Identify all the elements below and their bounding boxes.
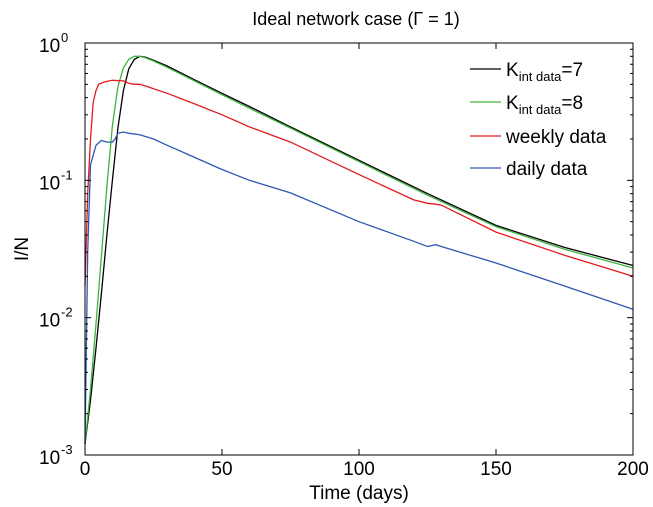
y-tick-base: 10	[39, 36, 60, 57]
x-tick-label: 200	[617, 459, 649, 480]
legend-item-2: Kint data=8	[470, 93, 583, 117]
legend-name: K	[506, 60, 519, 81]
legend-name: weekly data	[505, 127, 607, 148]
y-tick-label: 10 -3	[39, 442, 73, 469]
legend-name: daily data	[506, 159, 588, 180]
series-layer	[84, 55, 634, 445]
y-tick-exponent: -1	[61, 167, 73, 182]
x-tick-label: 50	[211, 459, 232, 480]
legend-name: K	[506, 93, 519, 114]
legend-item-3: weekly data	[470, 127, 607, 148]
legend-label: weekly data	[505, 127, 607, 148]
legend-item-1: Kint data=7	[470, 60, 583, 84]
y-tick-base: 10	[39, 448, 60, 469]
series-line-1	[84, 55, 634, 445]
legend-suffix: =8	[561, 93, 583, 114]
legend-item-4: daily data	[470, 159, 588, 180]
x-tick-label: 150	[480, 459, 512, 480]
x-axis-label: Time (days)	[309, 483, 409, 504]
plot-frame	[84, 42, 634, 456]
series-line-2	[84, 55, 634, 445]
y-axis-label: I/N	[12, 237, 33, 261]
legend-subscript: int data	[519, 102, 562, 117]
plot-area	[85, 43, 633, 455]
y-tick-label: 10 -1	[39, 167, 73, 194]
legend-suffix: =7	[561, 60, 583, 81]
series-line-4	[84, 131, 634, 445]
chart-title: Ideal network case (Γ = 1)	[252, 9, 460, 29]
x-tick-label: 100	[343, 459, 375, 480]
x-tick-label: 0	[80, 459, 91, 480]
y-tick-base: 10	[39, 173, 60, 194]
legend-label: Kint data=8	[506, 93, 583, 117]
y-tick-base: 10	[39, 311, 60, 332]
y-tick-label: 10 0	[39, 30, 68, 57]
y-tick-exponent: -3	[61, 442, 73, 457]
series-line-3	[84, 79, 634, 287]
legend-label: daily data	[506, 159, 588, 180]
y-tick-label: 10 -2	[39, 305, 73, 332]
y-tick-exponent: -2	[61, 305, 73, 320]
legend-subscript: int data	[519, 69, 562, 84]
legend-label: Kint data=7	[506, 60, 583, 84]
y-tick-exponent: 0	[61, 30, 68, 45]
